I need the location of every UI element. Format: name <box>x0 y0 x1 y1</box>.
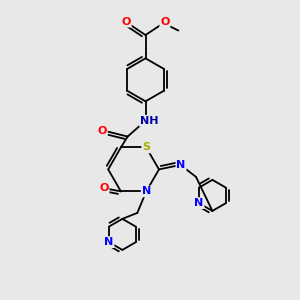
Text: NH: NH <box>140 116 158 126</box>
Text: O: O <box>122 16 131 27</box>
Text: S: S <box>142 142 150 152</box>
Text: N: N <box>104 237 114 247</box>
Text: N: N <box>194 198 204 208</box>
Text: O: O <box>98 126 107 136</box>
Text: O: O <box>160 16 170 27</box>
Text: O: O <box>99 183 109 194</box>
Text: N: N <box>176 160 186 170</box>
Text: N: N <box>142 186 151 197</box>
